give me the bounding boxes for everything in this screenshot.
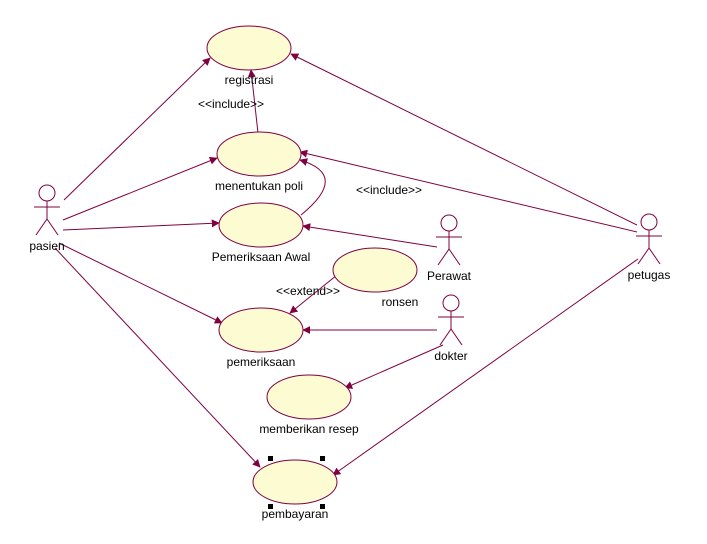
- edge: [64, 58, 210, 200]
- actor-pasien: pasien: [29, 185, 64, 253]
- actor-label: dokter: [434, 349, 467, 363]
- actor-label: Perawat: [427, 269, 472, 283]
- usecase-ellipse: [267, 375, 351, 419]
- actor-perawat: Perawat: [427, 215, 472, 283]
- usecase-ellipse: [219, 203, 303, 247]
- usecase-label: Pemeriksaan Awal: [212, 250, 311, 264]
- edge: [63, 158, 217, 220]
- actor-label: pasien: [29, 239, 64, 253]
- actor-petugas: petugas: [628, 214, 671, 282]
- edge: [303, 226, 437, 247]
- usecase-label: pembayaran: [262, 507, 329, 521]
- selection-handle: [268, 456, 273, 461]
- usecase-label: registrasi: [225, 73, 274, 87]
- usecase-ellipse: [217, 132, 301, 176]
- actor-dokter: dokter: [434, 295, 467, 363]
- actor-label: petugas: [628, 268, 671, 282]
- selection-handle: [320, 456, 325, 461]
- usecase-ronsen: ronsen: [333, 248, 418, 309]
- selection-handle: [268, 504, 273, 509]
- usecase-label: memberikan resep: [259, 422, 359, 436]
- selection-handle: [320, 504, 325, 509]
- usecase-label: pemeriksaan: [227, 355, 296, 369]
- stereotype-label: <<include>>: [356, 183, 422, 197]
- usecase-pembayaran: pembayaran: [253, 460, 337, 521]
- usecase-ellipse: [219, 308, 303, 352]
- stereotype-label: <<extend>>: [276, 284, 340, 298]
- edge: [291, 54, 637, 225]
- edge: [345, 345, 443, 388]
- edge: [300, 152, 637, 232]
- usecase-registrasi: registrasi: [207, 26, 291, 87]
- usecase-label: menentukan poli: [215, 179, 303, 193]
- stereotype-label: <<include>>: [198, 97, 264, 111]
- usecase-pemeriksaan: pemeriksaan: [219, 308, 303, 369]
- edge: [63, 223, 219, 230]
- usecase-ellipse: [207, 26, 291, 70]
- edge: [300, 160, 325, 215]
- usecase-ellipse: [253, 460, 337, 504]
- edge: [59, 243, 222, 323]
- usecase-label: ronsen: [382, 295, 419, 309]
- usecase-ellipse: [333, 248, 417, 292]
- usecase-memberikan_resep: memberikan resep: [259, 375, 359, 436]
- usecase-menentukan_poli: menentukan poli: [215, 132, 303, 193]
- usecase-pemeriksaan_awal: Pemeriksaan Awal: [212, 203, 311, 264]
